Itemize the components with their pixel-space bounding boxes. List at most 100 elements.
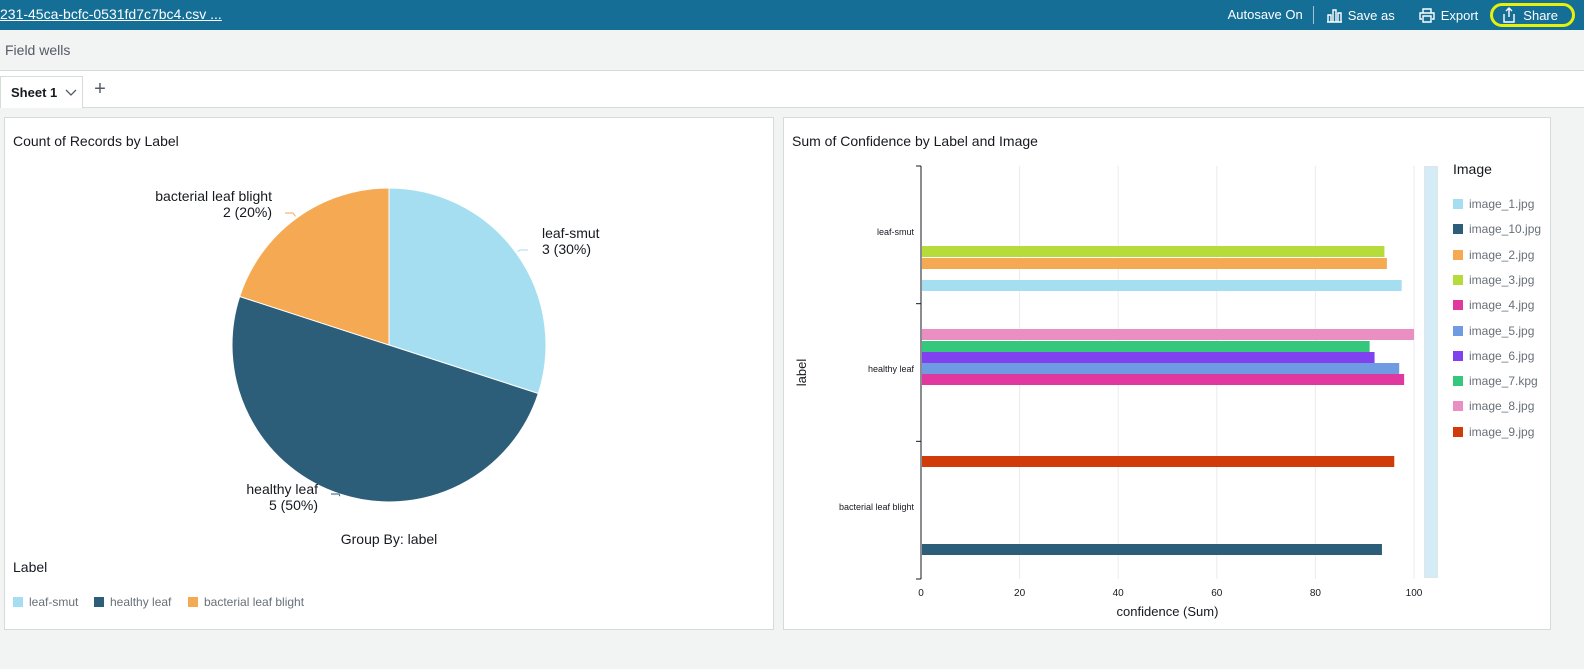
export-button[interactable]: Export (1407, 7, 1491, 23)
y-category-label: bacterial leaf blight (839, 502, 915, 512)
legend-label: leaf-smut (29, 595, 79, 609)
legend-label: image_2.jpg (1469, 247, 1535, 262)
top-bar: 231-45ca-bcfc-0531fd7c7bc4.csv ... Autos… (0, 0, 1584, 30)
pie-slice-healthy-leaf (231, 295, 539, 503)
x-tick-label: 60 (1211, 588, 1223, 599)
tab-sheet-1[interactable]: Sheet 1 (0, 76, 83, 108)
bar-legend-item[interactable]: image_2.jpg (1453, 248, 1534, 262)
pie-legend-item[interactable]: bacterial leaf blight (188, 595, 304, 609)
bar-legend-item[interactable]: image_3.jpg (1453, 273, 1534, 287)
legend-scrollbar[interactable] (1424, 166, 1438, 578)
pie-chart-panel[interactable]: Count of Records by Label leaf-smut 3 (30… (4, 117, 774, 630)
pie-chart-title: Count of Records by Label (13, 133, 179, 149)
legend-swatch (188, 597, 198, 607)
legend-swatch (1453, 300, 1463, 311)
bar-legend-title: Image (1453, 161, 1492, 177)
legend-swatch (13, 597, 23, 607)
pie-leader-line (285, 212, 296, 217)
bar-image_6-jpg (922, 352, 1375, 363)
legend-label: image_8.jpg (1469, 399, 1535, 414)
legend-swatch (1453, 274, 1463, 285)
bar-image_10-jpg (922, 544, 1382, 555)
save-as-button[interactable]: Save as (1314, 7, 1407, 23)
save-as-label: Save as (1347, 7, 1395, 23)
share-label: Share (1523, 7, 1558, 23)
legend-swatch (1453, 249, 1463, 260)
bar-legend-item[interactable]: image_6.jpg (1453, 349, 1534, 363)
x-tick-label: 100 (1406, 588, 1423, 599)
pie-legend-title: Label (13, 559, 48, 575)
legend-swatch (1453, 199, 1463, 209)
legend-label: bacterial leaf blight (204, 595, 305, 609)
pie-group-by-label: Group By: label (341, 531, 438, 547)
x-tick-label: 40 (1113, 588, 1125, 599)
pie-data-label-value: 2 (20%) (223, 204, 272, 220)
y-category-label: leaf-smut (877, 227, 915, 237)
x-tick-label: 80 (1310, 588, 1322, 599)
x-axis-title: confidence (Sum) (1117, 604, 1219, 619)
bar-legend-item[interactable]: image_8.jpg (1453, 399, 1534, 413)
export-label: Export (1440, 7, 1479, 23)
pie-data-label-value: 5 (50%) (269, 497, 318, 513)
bar-image_9-jpg (922, 456, 1395, 467)
y-axis-title: label (794, 359, 809, 387)
bar-chart-title: Sum of Confidence by Label and Image (792, 133, 1038, 149)
legend-label: image_3.jpg (1469, 272, 1535, 287)
pie-data-label-name: bacterial leaf blight (155, 188, 272, 204)
add-sheet-button[interactable]: + (94, 78, 106, 100)
legend-label: image_6.jpg (1469, 348, 1535, 363)
bar-image_2-jpg (922, 258, 1387, 269)
autosave-status[interactable]: Autosave On (1218, 6, 1314, 24)
legend-label: healthy leaf (110, 595, 172, 609)
legend-swatch (1453, 401, 1463, 412)
pie-legend-item[interactable]: healthy leaf (94, 595, 171, 609)
y-category-label: healthy leaf (868, 364, 915, 374)
pie-leader-line (331, 493, 341, 497)
file-title[interactable]: 231-45ca-bcfc-0531fd7c7bc4.csv ... (0, 6, 222, 22)
bar-image_8-jpg (922, 329, 1414, 340)
bar-image_3-jpg (922, 246, 1385, 257)
bar-image_7-kpg (922, 341, 1370, 352)
share-icon (1503, 7, 1515, 23)
pie-data-label-name: healthy leaf (246, 481, 318, 497)
legend-swatch (1453, 376, 1463, 387)
bar-legend-item[interactable]: image_5.jpg (1453, 324, 1534, 338)
legend-swatch (1453, 224, 1463, 235)
field-wells-bar[interactable]: Field wells (0, 30, 1584, 71)
top-actions: Autosave On Save as Export Share (1218, 0, 1584, 30)
share-button[interactable]: Share (1490, 3, 1575, 27)
legend-swatch (1453, 325, 1463, 336)
bar-legend-item[interactable]: image_4.jpg (1453, 298, 1534, 312)
bar-legend-item[interactable]: image_9.jpg (1453, 425, 1534, 439)
pie-slice-leaf-smut (388, 187, 547, 395)
legend-label: image_1.jpg (1469, 197, 1535, 211)
legend-swatch (94, 597, 104, 607)
bar-chart: 0 20 40 60 80 100 leaf-smut healthy leaf bacteri… (794, 165, 1423, 619)
pie-leader-line (517, 249, 528, 252)
legend-label: image_10.jpg (1469, 222, 1542, 237)
sheet-tab-label: Sheet 1 (11, 85, 58, 100)
bar-image_4-jpg (922, 374, 1405, 385)
pie-data-label-name: leaf-smut (542, 225, 600, 241)
bar-legend-item[interactable]: image_10.jpg (1453, 222, 1541, 236)
bar-legend-item[interactable]: image_1.jpg (1453, 197, 1534, 211)
pie-slice-bacterial-leaf-blight (239, 187, 390, 346)
bar-image_5-jpg (922, 363, 1400, 374)
print-icon (1419, 8, 1435, 23)
x-tick-label: 0 (918, 588, 924, 599)
legend-label: image_7.kpg (1469, 374, 1538, 389)
pie-legend-item[interactable]: leaf-smut (13, 595, 78, 609)
bar-chart-icon (1326, 9, 1342, 23)
legend-label: image_4.jpg (1469, 298, 1535, 313)
legend-swatch (1453, 426, 1463, 437)
x-tick-label: 20 (1014, 588, 1026, 599)
sheet-bar: Sheet 1 + (0, 71, 1584, 108)
bar-chart-panel[interactable]: Sum of Confidence by Label and Image 0 20… (783, 117, 1551, 630)
bar-image_1-jpg (922, 280, 1402, 291)
bar-legend-item[interactable]: image_7.kpg (1453, 374, 1538, 388)
legend-label: image_9.jpg (1469, 424, 1535, 439)
legend-swatch (1453, 350, 1463, 361)
chevron-down-icon[interactable] (65, 89, 77, 97)
legend-label: image_5.jpg (1469, 323, 1535, 338)
